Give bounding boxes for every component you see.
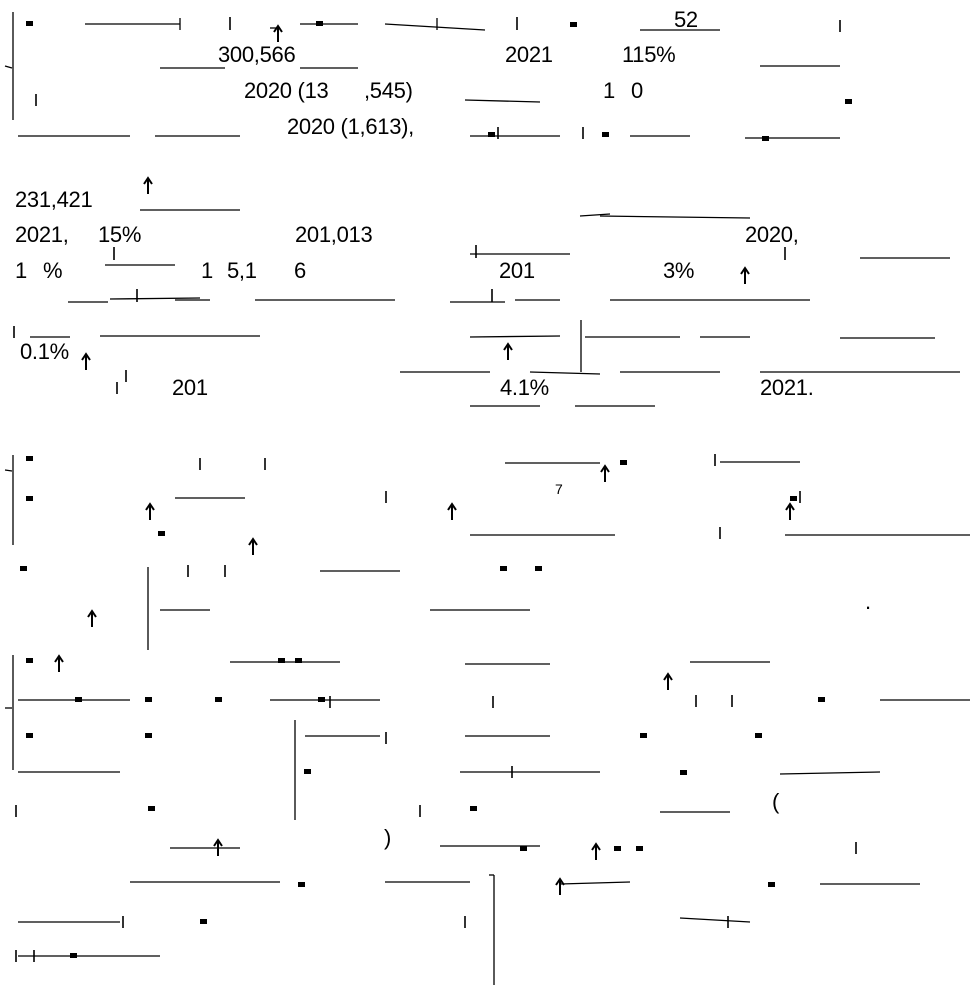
text-fragment: 3%: [663, 258, 695, 283]
text-fragment: 5,1: [227, 258, 257, 283]
text-fragment: %: [43, 258, 63, 283]
text-fragment: 1: [201, 258, 213, 283]
text-fragment: 2020 (1,613),: [287, 114, 414, 139]
text-fragment: 115%: [622, 42, 676, 67]
text-fragment: 7: [555, 481, 563, 497]
text-fragment: 52: [674, 7, 698, 32]
text-fragment: 15%: [98, 222, 142, 247]
text-fragment: 0.1%: [20, 339, 69, 364]
text-fragment: .: [865, 589, 871, 614]
text-fragment: ,545): [364, 78, 413, 103]
text-fragment: 201: [172, 375, 208, 400]
text-fragment: 300,566: [218, 42, 296, 67]
text-fragment: 231,421: [15, 187, 93, 212]
text-fragment: 1: [603, 78, 615, 103]
text-fragment: 2021,: [15, 222, 69, 247]
text-fragment: ): [384, 825, 392, 850]
text-fragment: 2020,: [745, 222, 799, 247]
text-fragment: 201,013: [295, 222, 373, 247]
text-fragment: 1: [15, 258, 27, 283]
text-fragment: 0: [631, 78, 643, 103]
text-fragment: 2021: [505, 42, 553, 67]
text-fragment: (: [772, 789, 780, 814]
text-fragment: 6: [294, 258, 306, 283]
text-fragment: 201: [499, 258, 535, 283]
text-fragment: 2021.: [760, 375, 814, 400]
text-fragment: 4.1%: [500, 375, 549, 400]
text-fragment: 2020 (13: [244, 78, 329, 103]
